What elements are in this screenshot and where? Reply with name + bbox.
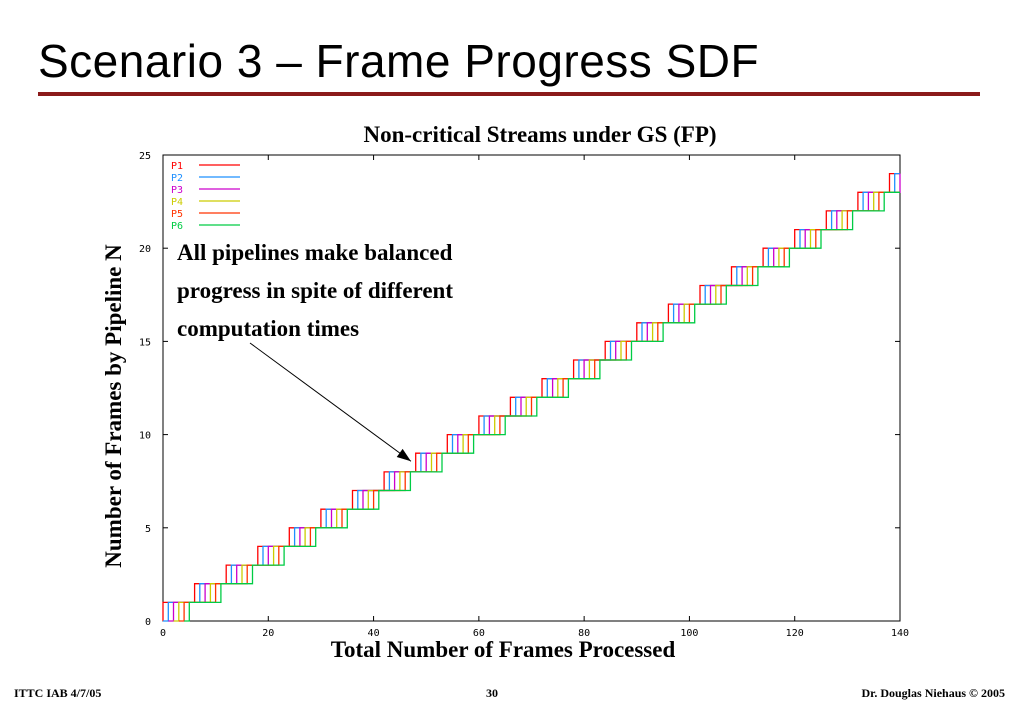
series-layer [162, 172, 901, 622]
frame-progress-chart: Non-critical Streams under GS (FP) Total… [101, 122, 909, 662]
annotation: All pipelines make balanced progress in s… [177, 240, 453, 462]
y-tick-label: 25 [139, 151, 151, 162]
footer-author: Dr. Douglas Niehaus © 2005 [861, 686, 1005, 700]
y-tick-label: 10 [139, 431, 151, 442]
x-axis-label: Total Number of Frames Processed [331, 637, 676, 662]
legend-label-p1: P1 [171, 161, 183, 172]
title-underline [38, 92, 980, 96]
x-tick-label: 80 [578, 628, 590, 639]
footer-event-date: ITTC IAB 4/7/05 [14, 686, 102, 700]
y-tick-label: 5 [145, 524, 151, 535]
x-tick-label: 60 [473, 628, 485, 639]
annotation-arrow-line [249, 342, 412, 462]
x-tick-label: 0 [160, 628, 166, 639]
x-tick-label: 120 [786, 628, 804, 639]
legend-label-p6: P6 [171, 221, 183, 232]
legend-label-p3: P3 [171, 185, 183, 196]
slide-title: Scenario 3 – Frame Progress SDF [38, 35, 760, 87]
axis-ticks: 0 20 40 60 80 100 120 140 0 5 10 15 20 25 [139, 151, 909, 639]
annotation-line: All pipelines make balanced [177, 240, 453, 265]
annotation-line: computation times [177, 316, 359, 341]
plot-frame [162, 154, 901, 622]
legend-label-p2: P2 [171, 173, 183, 184]
annotation-line: progress in spite of different [177, 278, 453, 303]
annotation-arrowhead [396, 448, 411, 462]
legend-label-p4: P4 [171, 197, 183, 208]
y-axis-label: Number of Frames by Pipeline N [101, 244, 126, 568]
y-tick-label: 15 [139, 337, 151, 348]
x-tick-label: 20 [262, 628, 274, 639]
series-line-p4 [173, 191, 900, 622]
x-tick-label: 40 [368, 628, 380, 639]
footer-page-number: 30 [486, 686, 498, 700]
chart-title: Non-critical Streams under GS (FP) [363, 122, 716, 147]
y-tick-label: 0 [145, 617, 151, 628]
x-tick-label: 140 [891, 628, 909, 639]
series-line-p3 [168, 173, 901, 622]
series-line-p5 [178, 191, 900, 622]
legend-label-p5: P5 [171, 209, 183, 220]
x-tick-label: 100 [680, 628, 698, 639]
y-tick-label: 20 [139, 244, 151, 255]
series-line-p6 [184, 191, 900, 622]
